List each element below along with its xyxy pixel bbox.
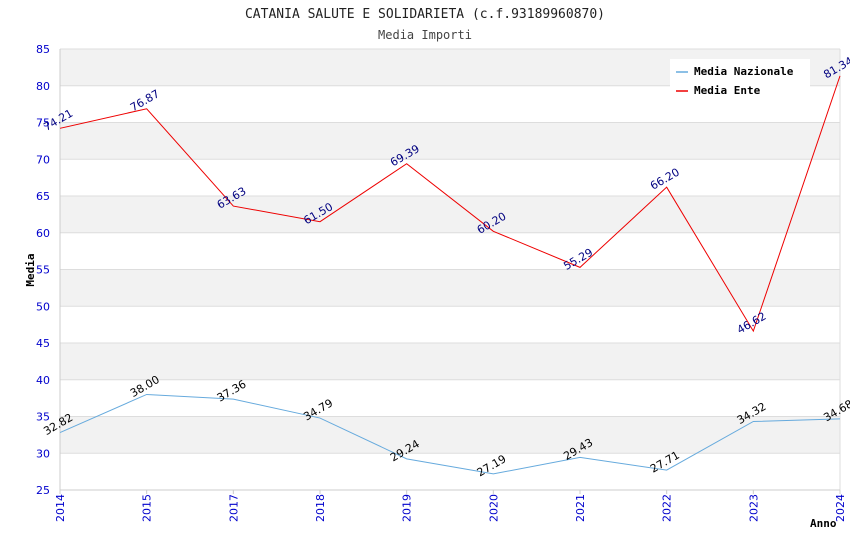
x-axis-label: Anno [810, 517, 837, 530]
x-tick-label: 2019 [401, 494, 414, 522]
x-tick-label: 2021 [574, 494, 587, 522]
x-tick-label: 2023 [747, 494, 760, 522]
x-tick-label: 2014 [54, 494, 67, 522]
y-tick-label: 35 [36, 411, 50, 424]
y-tick-label: 75 [36, 117, 50, 130]
y-tick-label: 60 [36, 227, 50, 240]
series-lines [59, 75, 841, 475]
x-tick-label: 2022 [661, 494, 674, 522]
background-band [60, 306, 840, 343]
y-tick-labels: 25 30 35 40 45 50 55 60 65 70 75 80 85 [36, 43, 50, 497]
background-band [60, 122, 840, 160]
y-tick-label: 25 [36, 484, 50, 497]
background-band [60, 196, 840, 233]
x-tick-label: 2017 [227, 494, 240, 522]
y-tick-label: 70 [36, 153, 50, 166]
background-band [60, 453, 840, 490]
legend: Media Nazionale Media Ente [670, 59, 810, 103]
background-band [60, 379, 840, 417]
x-tick-label: 2024 [834, 494, 847, 522]
legend-label-media-ente: Media Ente [694, 84, 761, 97]
y-tick-label: 55 [36, 264, 50, 277]
y-tick-label: 40 [36, 374, 50, 387]
background-band [60, 159, 840, 196]
y-tick-label: 85 [36, 43, 50, 56]
chart-subtitle: Media Importi [378, 28, 472, 42]
series-line-media-ente [59, 75, 841, 333]
y-tick-label: 80 [36, 80, 50, 93]
y-tick-label: 30 [36, 447, 50, 460]
x-tick-label: 2015 [141, 494, 154, 522]
background-band [60, 269, 840, 307]
series-line-media-nazionale [59, 393, 841, 475]
background-band [60, 343, 840, 380]
x-tick-label: 2018 [314, 494, 327, 522]
y-tick-label: 65 [36, 190, 50, 203]
background-bands [60, 49, 840, 490]
legend-label-media-nazionale: Media Nazionale [694, 65, 794, 78]
x-tick-labels: 2014 2015 2017 2018 2019 2020 2021 2022 2023 2024 [54, 490, 847, 522]
y-axis-label: Media [24, 253, 37, 286]
y-tick-label: 45 [36, 337, 50, 350]
x-tick-label: 2020 [487, 494, 500, 522]
background-band [60, 232, 840, 270]
background-band [60, 416, 840, 454]
y-tick-label: 50 [36, 300, 50, 313]
legend-box [670, 59, 810, 103]
chart-title: CATANIA SALUTE E SOLIDARIETA (c.f.931899… [245, 7, 605, 22]
